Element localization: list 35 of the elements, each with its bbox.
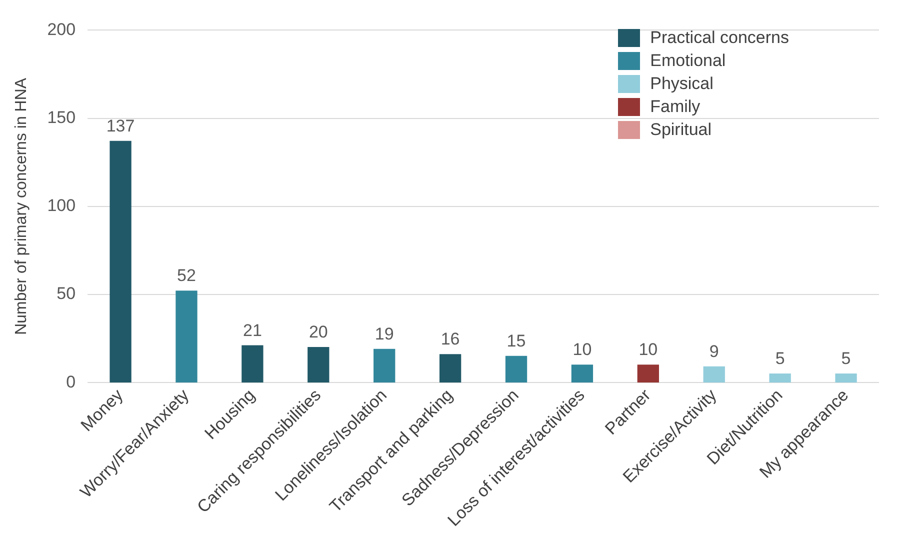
bar	[835, 373, 857, 382]
bar	[505, 356, 528, 382]
y-tick-label: 200	[47, 20, 76, 39]
y-tick-label: 150	[47, 108, 76, 127]
data-label: 10	[572, 340, 592, 360]
bar	[571, 364, 594, 382]
bar	[439, 354, 462, 382]
y-tick-label: 50	[56, 284, 76, 304]
data-label: 5	[775, 349, 785, 368]
data-label: 52	[177, 266, 196, 286]
legend-label: Family	[650, 96, 700, 116]
data-label: 19	[374, 324, 394, 344]
bar	[637, 364, 659, 382]
y-tick-label: 0	[66, 372, 76, 392]
data-label: 20	[308, 322, 328, 342]
bar	[374, 348, 396, 382]
data-label: 5	[841, 349, 851, 368]
bar	[308, 347, 330, 382]
legend-label: Physical	[650, 74, 714, 94]
legend-label: Practical concerns	[650, 28, 789, 48]
data-label: 21	[242, 320, 262, 340]
data-label: 15	[506, 331, 526, 350]
bar	[242, 345, 264, 382]
y-tick-label: 100	[47, 196, 76, 216]
data-label: 137	[106, 116, 135, 136]
bar	[769, 373, 791, 382]
legend-label: Emotional	[650, 50, 726, 70]
y-axis-title: Number of primary concerns in HNA	[13, 78, 30, 335]
bar	[703, 366, 725, 382]
bar	[110, 140, 132, 382]
data-label: 9	[709, 342, 719, 361]
data-label: 10	[638, 340, 658, 360]
data-label: 16	[440, 330, 460, 349]
legend-label: Spiritual	[650, 120, 712, 140]
bar	[176, 290, 198, 382]
